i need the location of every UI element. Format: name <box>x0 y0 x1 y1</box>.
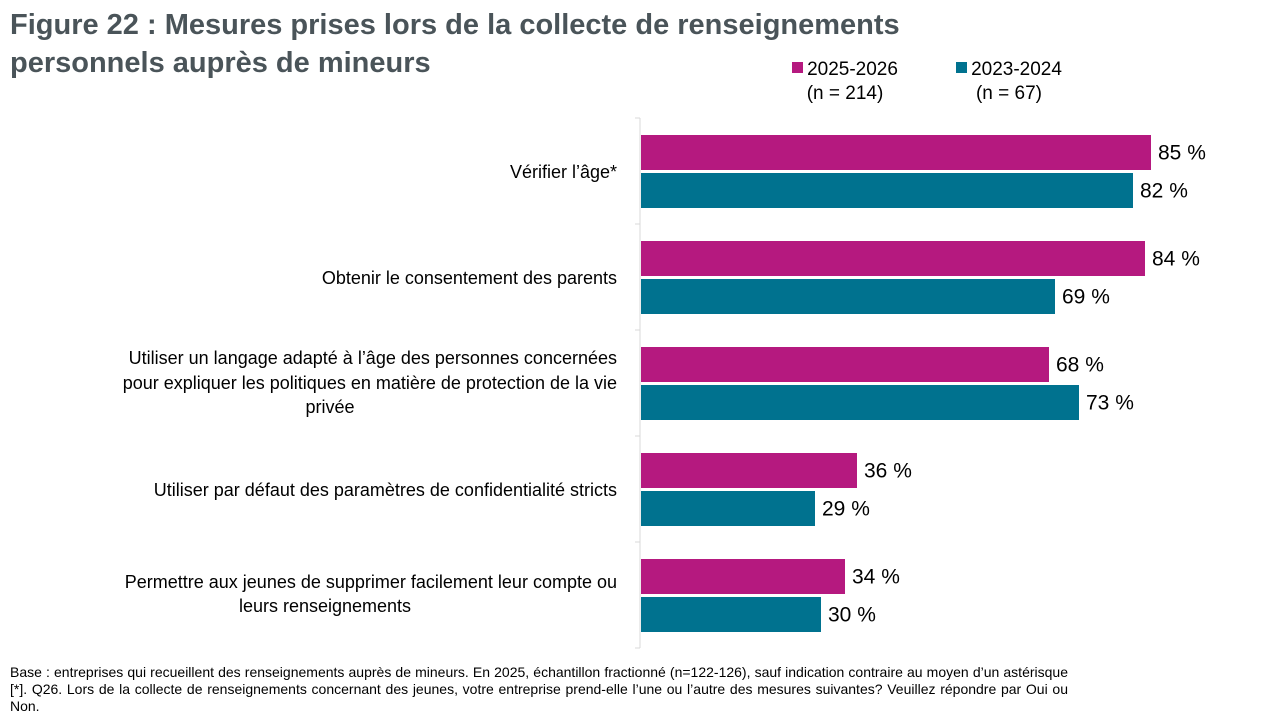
footnote: Base : entreprises qui recueillent des r… <box>10 664 1068 714</box>
data-label: 85 % <box>1158 142 1206 165</box>
data-label: 73 % <box>1086 392 1134 415</box>
data-label: 36 % <box>864 460 912 483</box>
category-label: Obtenir le consentement des parents <box>322 268 617 288</box>
category-label: Vérifier l’âge* <box>510 162 617 182</box>
category-label: Utiliser par défaut des paramètres de co… <box>154 480 617 500</box>
legend-sub-2023-2024: (n = 67) <box>975 83 1042 104</box>
legend-label-2023-2024: 2023-2024 <box>971 59 1062 80</box>
category-label: Utiliser un langage adapté à l’âge des p… <box>129 348 617 368</box>
category-label: privée <box>305 397 354 417</box>
data-label: 34 % <box>852 566 900 589</box>
bar-2025-2026 <box>641 347 1049 382</box>
data-label: 69 % <box>1062 286 1110 309</box>
bar-2023-2024 <box>641 385 1079 420</box>
bar-2025-2026 <box>641 135 1151 170</box>
category-label: leurs renseignements <box>239 596 411 616</box>
data-label: 84 % <box>1152 248 1200 271</box>
legend-item-2023-2024: 2023-2024 (n = 67) <box>944 58 1074 106</box>
bar-2023-2024 <box>641 279 1055 314</box>
category-label: pour expliquer les politiques en matière… <box>123 373 617 393</box>
bar-2025-2026 <box>641 453 857 488</box>
legend-swatch-2023-2024 <box>956 62 968 73</box>
category-label: Permettre aux jeunes de supprimer facile… <box>125 572 617 592</box>
bar-2025-2026 <box>641 559 845 594</box>
legend-swatch-2025-2026 <box>792 62 804 73</box>
chart-title: Figure 22 : Mesures prises lors de la co… <box>10 9 900 79</box>
bar-2025-2026 <box>641 241 1145 276</box>
data-label: 30 % <box>828 604 876 627</box>
legend-label-2025-2026: 2025-2026 <box>807 59 898 80</box>
bar-2023-2024 <box>641 491 815 526</box>
chart-legend: 2025-2026 (n = 214) 2023-2024 (n = 67) <box>0 58 1280 108</box>
legend-sub-2025-2026: (n = 214) <box>806 83 884 104</box>
bar-2023-2024 <box>641 173 1133 208</box>
legend-item-2025-2026: 2025-2026 (n = 214) <box>780 58 910 106</box>
bar-chart: Vérifier l’âge* 85 % 82 % Obtenir le consen… <box>123 117 1206 649</box>
data-label: 29 % <box>822 498 870 521</box>
data-label: 68 % <box>1056 354 1104 377</box>
bar-2023-2024 <box>641 597 821 632</box>
data-label: 82 % <box>1140 180 1188 203</box>
